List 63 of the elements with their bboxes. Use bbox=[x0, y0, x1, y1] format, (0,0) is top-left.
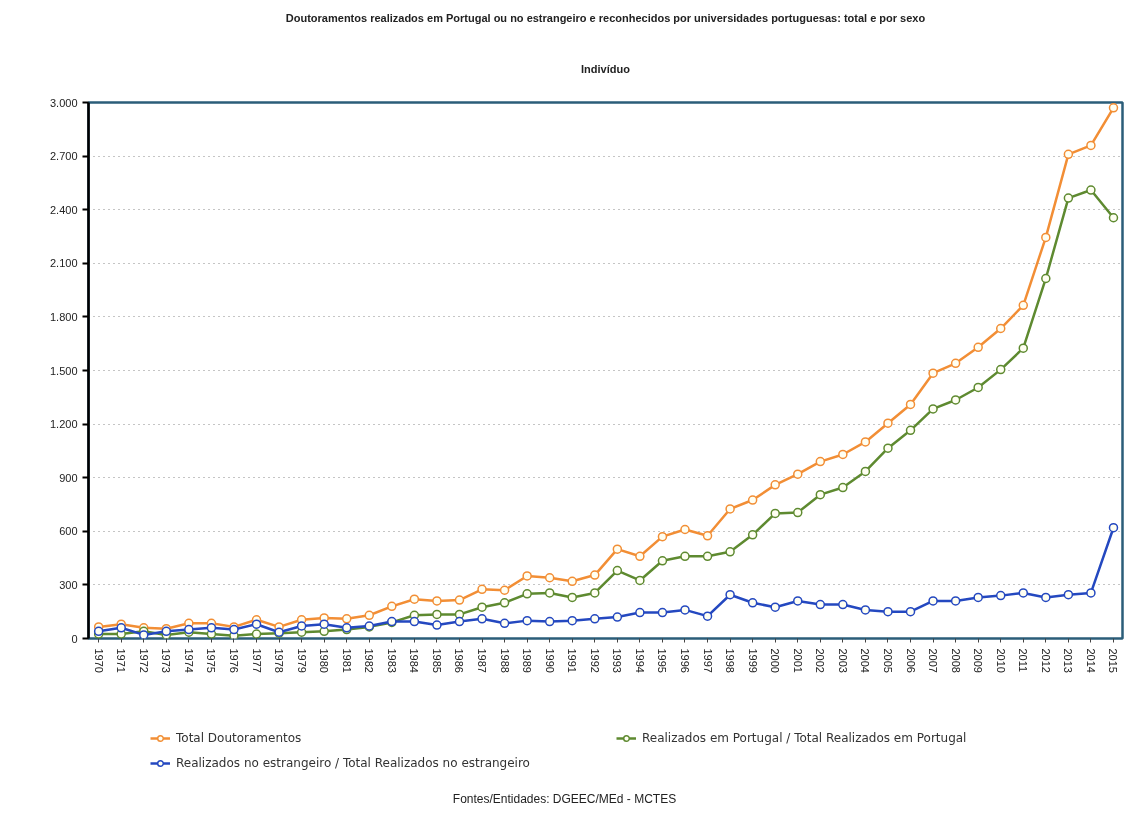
y-tick-label: 2.100 bbox=[49, 257, 78, 270]
x-tick-label: 1973 bbox=[160, 648, 173, 673]
x-tick-label: 1988 bbox=[498, 648, 511, 673]
legend-label: Realizados em Portugal / Total Realizados em Portugal bbox=[642, 731, 968, 745]
x-tick-label: 1995 bbox=[656, 648, 669, 673]
y-tick-label: 900 bbox=[59, 471, 78, 484]
x-tick-label: 1978 bbox=[273, 648, 286, 673]
y-tick-label: 3.000 bbox=[49, 96, 78, 109]
x-tick-label: 2005 bbox=[881, 648, 894, 673]
x-tick-label: 2008 bbox=[949, 648, 962, 673]
chart-subtitle: Indivíduo bbox=[581, 62, 631, 75]
x-tick-label: 2011 bbox=[1017, 648, 1030, 673]
y-tick-label: 0 bbox=[71, 632, 78, 645]
x-tick-label: 1994 bbox=[633, 648, 646, 673]
x-tick-label: 1991 bbox=[566, 648, 579, 673]
x-tick-label: 1990 bbox=[543, 648, 556, 673]
x-tick-label: 2012 bbox=[1039, 648, 1052, 673]
y-tick-label: 1.800 bbox=[49, 310, 78, 323]
x-tick-label: 1983 bbox=[385, 648, 398, 673]
y-tick-label: 1.500 bbox=[49, 364, 78, 377]
y-tick-label: 600 bbox=[59, 525, 78, 538]
x-tick-label: 2010 bbox=[994, 648, 1007, 673]
x-tick-label: 1992 bbox=[588, 648, 601, 673]
x-tick-label: 1970 bbox=[92, 648, 105, 673]
x-tick-label: 1972 bbox=[137, 648, 150, 673]
x-tick-label: 1974 bbox=[182, 648, 195, 673]
x-tick-label: 1977 bbox=[250, 648, 263, 673]
legend-label: Total Doutoramentos bbox=[176, 731, 303, 745]
x-tick-label: 1971 bbox=[115, 648, 128, 673]
x-tick-label: 1976 bbox=[227, 648, 240, 673]
x-tick-label: 2002 bbox=[814, 648, 827, 673]
x-tick-label: 1999 bbox=[746, 648, 759, 673]
x-tick-label: 1993 bbox=[611, 648, 624, 673]
legend-label: Realizados no estrangeiro / Total Realizados no estrangeiro bbox=[176, 756, 531, 770]
x-tick-label: 1989 bbox=[521, 648, 534, 673]
x-tick-label: 1982 bbox=[363, 648, 376, 673]
x-tick-label: 2001 bbox=[791, 648, 804, 673]
x-tick-label: 1985 bbox=[430, 648, 443, 673]
x-tick-label: 2003 bbox=[836, 648, 849, 673]
x-tick-label: 1975 bbox=[205, 648, 218, 673]
text: Fontes/Entidades: DGEEC/MEd - MCTES bbox=[452, 791, 677, 806]
x-tick-label: 2013 bbox=[1062, 648, 1075, 673]
y-tick-label: 1.200 bbox=[49, 418, 78, 431]
x-tick-label: 1981 bbox=[340, 648, 353, 673]
x-tick-label: 2000 bbox=[769, 648, 782, 673]
x-tick-label: 1997 bbox=[701, 648, 714, 673]
x-tick-label: 1984 bbox=[408, 648, 421, 673]
y-tick-label: 2.400 bbox=[49, 203, 78, 216]
x-tick-label: 1998 bbox=[724, 648, 737, 673]
y-tick-label: 300 bbox=[59, 578, 78, 591]
x-tick-label: 2007 bbox=[927, 648, 940, 673]
x-tick-label: 1980 bbox=[318, 648, 331, 673]
x-tick-label: 2014 bbox=[1084, 648, 1097, 673]
x-tick-label: 1986 bbox=[453, 648, 466, 673]
x-tick-label: 2004 bbox=[859, 648, 872, 673]
y-tick-label: 2.700 bbox=[49, 150, 78, 163]
x-tick-label: 2006 bbox=[904, 648, 917, 673]
x-tick-label: 1987 bbox=[476, 648, 489, 673]
chart-title: Doutoramentos realizados em Portugal ou no estrangeiro e reconhecidos por universidades portuguesas: total e por sexo bbox=[285, 11, 926, 24]
x-tick-label: 2015 bbox=[1107, 648, 1120, 673]
x-tick-label: 2009 bbox=[972, 648, 985, 673]
x-tick-label: 1979 bbox=[295, 648, 308, 673]
x-tick-label: 1996 bbox=[679, 648, 691, 673]
